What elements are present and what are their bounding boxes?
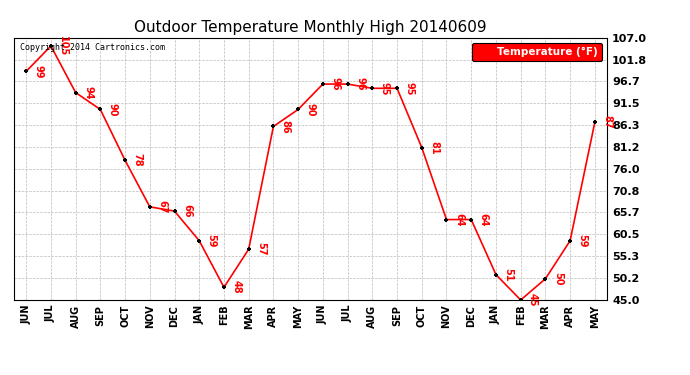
Title: Outdoor Temperature Monthly High 20140609: Outdoor Temperature Monthly High 2014060… — [134, 20, 487, 35]
Point — [391, 85, 402, 91]
Point — [564, 238, 575, 244]
Point — [441, 216, 452, 222]
Point — [342, 81, 353, 87]
Point — [70, 90, 81, 96]
Text: 95: 95 — [404, 81, 415, 95]
Text: 81: 81 — [429, 141, 439, 154]
Text: 51: 51 — [504, 268, 513, 281]
Text: 99: 99 — [34, 64, 43, 78]
Text: 96: 96 — [355, 77, 365, 91]
Point — [367, 85, 378, 91]
Point — [317, 81, 328, 87]
Text: 95: 95 — [380, 81, 390, 95]
Point — [219, 284, 230, 290]
Point — [243, 246, 254, 252]
Text: 96: 96 — [331, 77, 340, 91]
Text: 50: 50 — [553, 272, 563, 286]
Text: 57: 57 — [256, 243, 266, 256]
Text: 78: 78 — [132, 153, 142, 167]
Point — [491, 272, 502, 278]
Point — [416, 145, 427, 151]
Text: 105: 105 — [58, 36, 68, 56]
Point — [46, 43, 57, 49]
Point — [169, 208, 180, 214]
Point — [194, 238, 205, 244]
Point — [95, 106, 106, 112]
Text: Copyright 2014 Cartronics.com: Copyright 2014 Cartronics.com — [20, 43, 165, 52]
Text: 64: 64 — [479, 213, 489, 226]
Text: 66: 66 — [182, 204, 192, 218]
Text: 90: 90 — [108, 103, 118, 116]
Point — [144, 204, 155, 210]
Point — [540, 276, 551, 282]
Text: 94: 94 — [83, 86, 93, 99]
Point — [466, 216, 477, 222]
Text: 67: 67 — [157, 200, 167, 214]
Text: 90: 90 — [306, 103, 315, 116]
Legend: Temperature (°F): Temperature (°F) — [472, 43, 602, 61]
Text: 64: 64 — [454, 213, 464, 226]
Point — [119, 157, 130, 163]
Point — [515, 297, 526, 303]
Text: 87: 87 — [602, 116, 612, 129]
Point — [293, 106, 304, 112]
Text: 59: 59 — [207, 234, 217, 248]
Text: 48: 48 — [231, 280, 241, 294]
Point — [589, 119, 600, 125]
Text: 86: 86 — [281, 120, 290, 133]
Point — [268, 123, 279, 129]
Text: 59: 59 — [578, 234, 587, 248]
Point — [21, 68, 32, 74]
Text: 45: 45 — [528, 293, 538, 307]
